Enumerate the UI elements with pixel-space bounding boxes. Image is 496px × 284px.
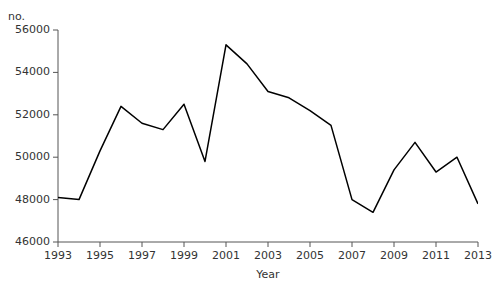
x-tick-label: 1997 — [128, 249, 156, 262]
y-tick-label: 46000 — [15, 235, 50, 248]
x-tick-label: 1993 — [44, 249, 72, 262]
chart-container: 4600048000500005200054000560001993199519… — [0, 0, 496, 284]
chart: 4600048000500005200054000560001993199519… — [0, 0, 496, 284]
x-tick-label: 2001 — [212, 249, 240, 262]
x-tick-label: 2007 — [338, 249, 366, 262]
x-axis-line — [58, 242, 478, 243]
x-tick — [58, 242, 59, 247]
x-tick — [226, 242, 227, 247]
x-axis-label: Year — [255, 268, 280, 281]
x-axis: 1993 1995 1997 1999 2001 2003 2005 2007 2009 2011… — [44, 242, 492, 262]
x-tick-label: 2011 — [422, 249, 450, 262]
y-axis: 46000 48000 50000 52000 54000 56000 — [15, 23, 58, 248]
y-tick — [53, 199, 58, 200]
y-tick — [53, 30, 58, 31]
x-tick — [100, 242, 101, 247]
x-tick — [310, 242, 311, 247]
x-tick — [352, 242, 353, 247]
y-tick-label: 54000 — [15, 65, 50, 78]
x-tick-label: 2009 — [380, 249, 408, 262]
data-line — [58, 45, 478, 212]
plot-data — [58, 45, 478, 212]
x-tick — [268, 242, 269, 247]
y-tick-label: 50000 — [15, 150, 50, 163]
y-axis-line — [58, 30, 59, 242]
x-tick — [478, 242, 479, 247]
x-tick-label: 2013 — [464, 249, 492, 262]
x-tick-label: 2003 — [254, 249, 282, 262]
x-tick-label: 1995 — [86, 249, 114, 262]
y-tick — [53, 72, 58, 73]
x-tick-label: 2005 — [296, 249, 324, 262]
x-tick-label: 1999 — [170, 249, 198, 262]
y-tick — [53, 114, 58, 115]
y-tick-label: 52000 — [15, 108, 50, 121]
y-tick — [53, 157, 58, 158]
y-tick — [53, 242, 58, 243]
y-tick-label: 56000 — [15, 23, 50, 36]
x-tick — [436, 242, 437, 247]
x-tick — [184, 242, 185, 247]
x-tick — [394, 242, 395, 247]
x-tick — [142, 242, 143, 247]
y-axis-label: no. — [8, 10, 25, 23]
y-tick-label: 48000 — [15, 193, 50, 206]
